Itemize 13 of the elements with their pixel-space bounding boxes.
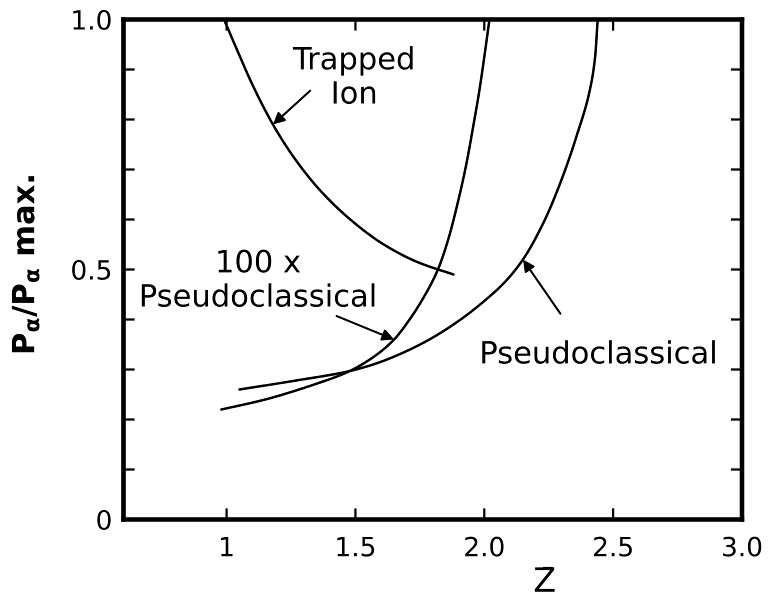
x-tick-label: 1.5 [337, 536, 374, 557]
x-tick-label: 2.5 [594, 536, 632, 557]
x-tick-label: 1 [221, 536, 233, 556]
annotation: Trapped Ion [292, 46, 413, 104]
y-tick-label: 1.0 [73, 10, 111, 30]
annotation: Pseudoclassical [482, 340, 715, 364]
annotation: 100 x Pseudoclassical [142, 250, 374, 307]
y-tick-label: 0.5 [72, 260, 110, 280]
y-axis-title: P$_{α}$/P$_{α}$ max. [12, 176, 40, 352]
x-tick-label: 2.0 [465, 536, 504, 557]
y-tick-label: 0 [97, 510, 111, 530]
x-axis-title: Z̄ [534, 566, 555, 592]
x-tick-label: 3.0 [723, 536, 762, 557]
